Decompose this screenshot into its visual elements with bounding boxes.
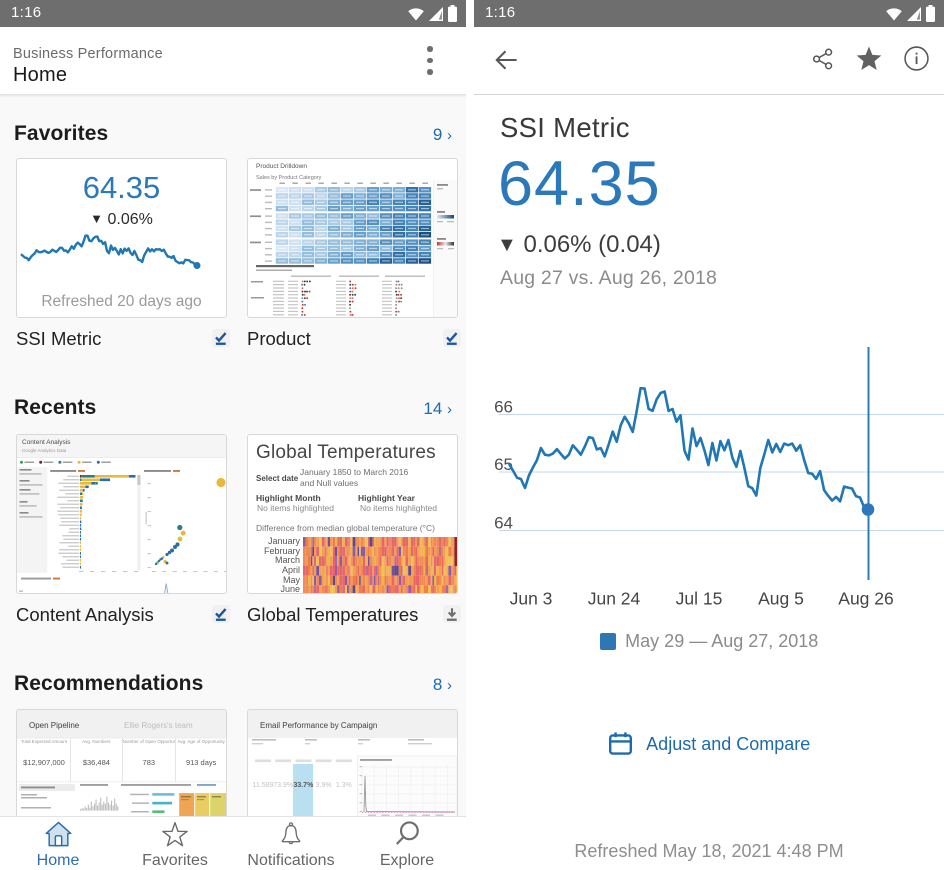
svg-text:Aug 26: Aug 26	[838, 589, 893, 609]
svg-text:65: 65	[494, 455, 513, 474]
svg-text:66: 66	[494, 398, 513, 417]
svg-text:64: 64	[494, 514, 513, 533]
svg-text:Jun 24: Jun 24	[588, 589, 641, 609]
svg-text:Jul 15: Jul 15	[676, 589, 723, 609]
svg-text:Jun 3: Jun 3	[510, 589, 553, 609]
svg-text:Aug 5: Aug 5	[758, 589, 804, 609]
